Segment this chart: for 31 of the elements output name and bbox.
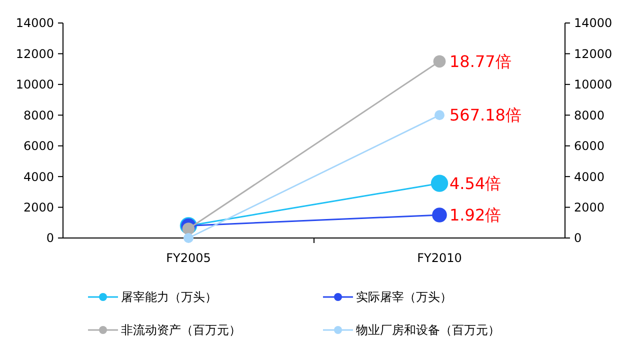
legend-label: 物业厂房和设备（百万元） [356, 323, 500, 338]
y-tick-label: 12000 [16, 46, 54, 61]
legend-label: 屠宰能力（万头） [121, 290, 217, 304]
point [434, 110, 444, 120]
x-tick-label: FY2010 [417, 251, 462, 265]
x-tick-label: FY2005 [166, 251, 211, 265]
point [432, 208, 447, 222]
y2-tick-label: 14000 [574, 16, 612, 30]
y-tick-label: 14000 [16, 16, 54, 30]
y-tick-label: 10000 [16, 78, 54, 92]
y-tick-label: 2000 [23, 200, 54, 214]
y2-tick-label: 0 [574, 231, 582, 246]
point [430, 174, 448, 192]
y2-tick-label: 2000 [574, 200, 605, 214]
y-tick-label: 0 [46, 231, 54, 246]
y2-tick-label: 12000 [574, 46, 612, 61]
point [433, 55, 446, 68]
y2-tick-label: 8000 [574, 108, 605, 122]
y2-tick-label: 4000 [574, 170, 605, 184]
point [184, 233, 194, 243]
y-tick-label: 8000 [23, 108, 54, 122]
y-tick-label: 4000 [23, 170, 54, 184]
annotation: 18.77倍 [450, 52, 512, 71]
y2-tick-label: 6000 [574, 139, 605, 154]
legend-label: 非流动资产（百万元） [121, 323, 241, 338]
y2-tick-label: 10000 [574, 78, 612, 92]
y-tick-label: 6000 [23, 139, 54, 154]
annotation: 4.54倍 [450, 174, 502, 193]
annotation: 1.92倍 [450, 206, 502, 225]
legend-label: 实际屠宰（万头） [356, 290, 452, 304]
annotation: 567.18倍 [450, 106, 522, 125]
